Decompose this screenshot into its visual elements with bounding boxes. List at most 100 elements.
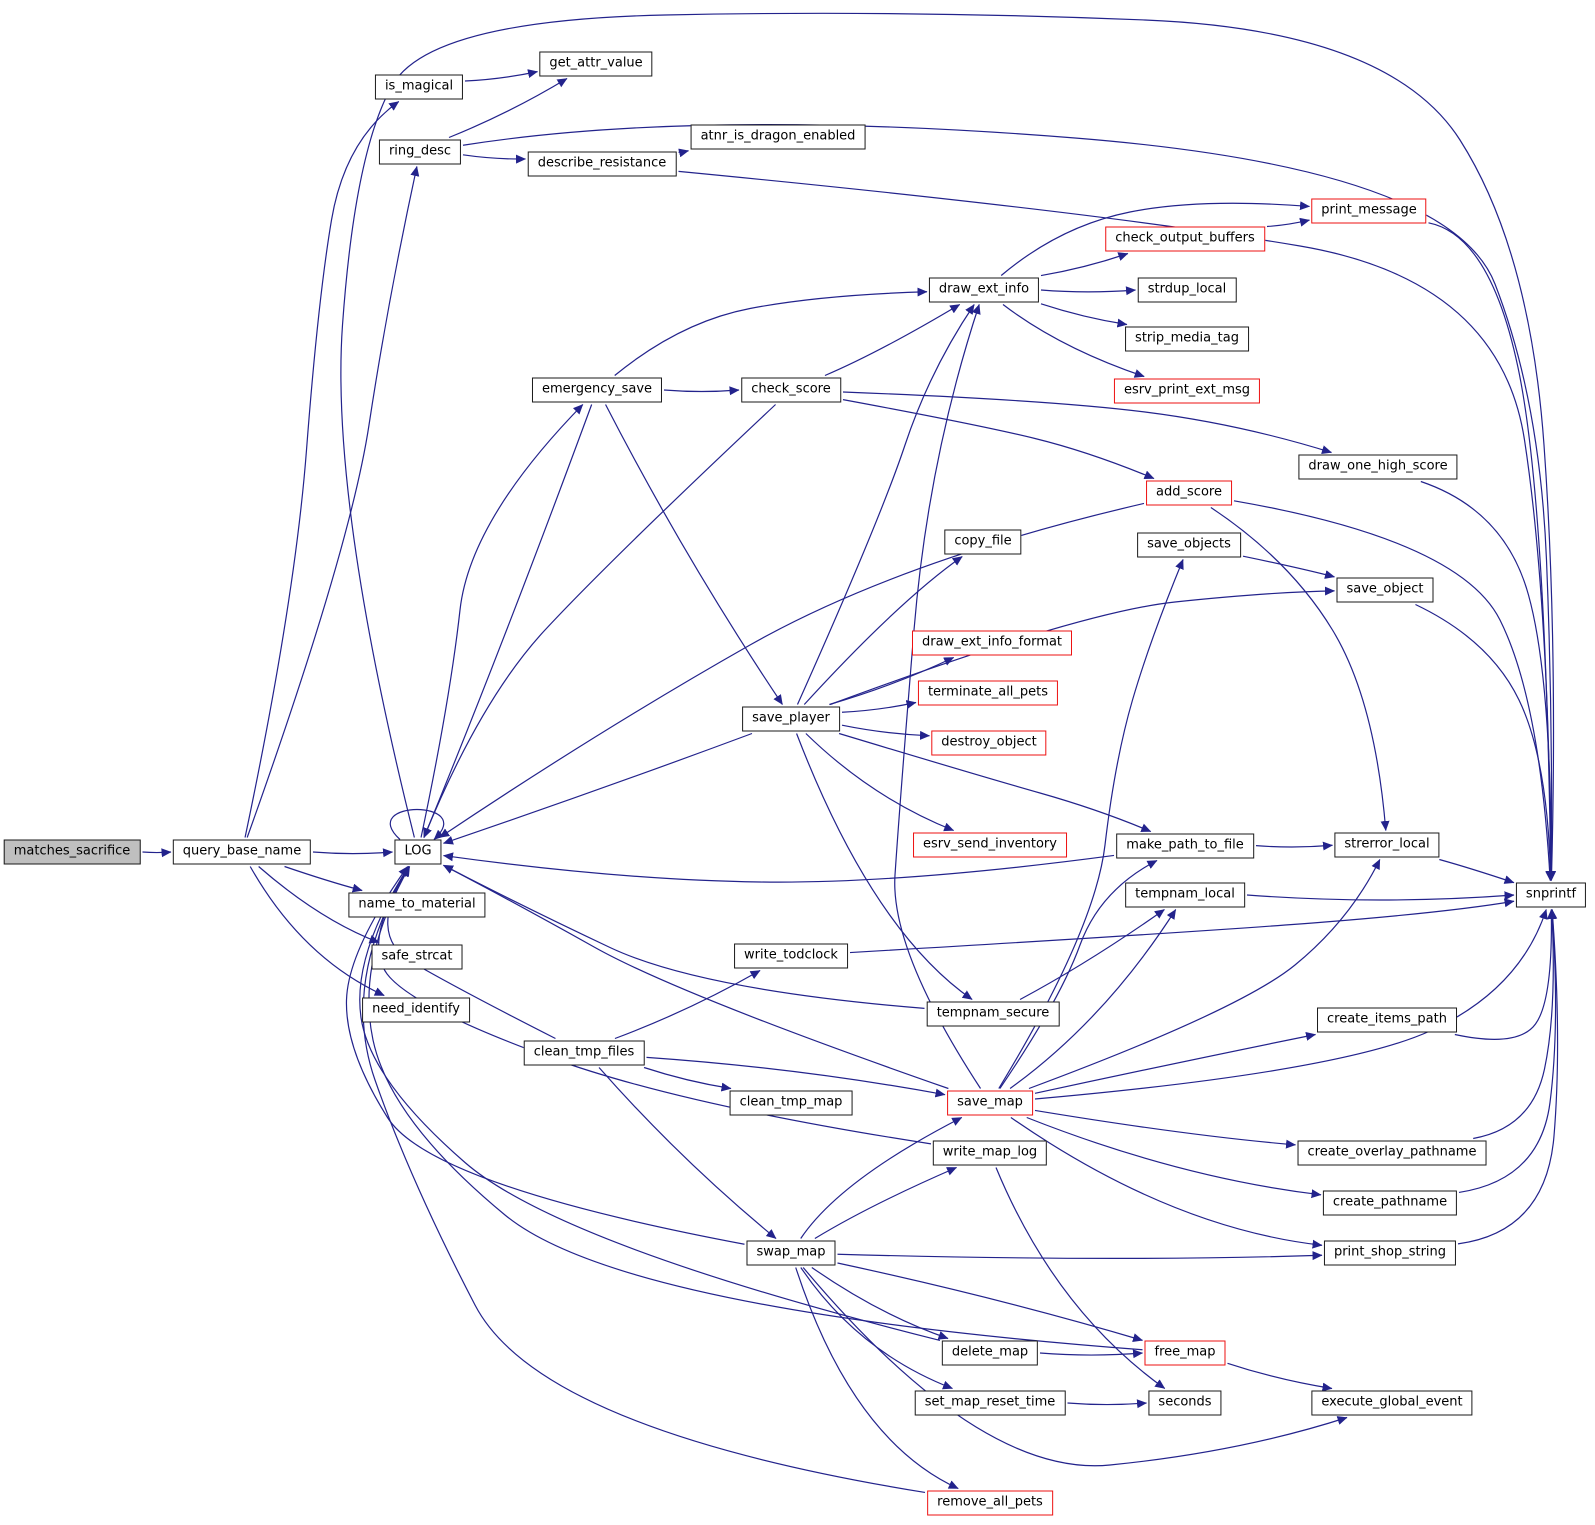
edge-save_map-tempnam_local (1009, 909, 1177, 1089)
node-query_base_name[interactable]: query_base_name (172, 839, 312, 865)
node-esrv_print_ext_msg[interactable]: esrv_print_ext_msg (1113, 378, 1261, 404)
node-terminate_all_pets[interactable]: terminate_all_pets (917, 680, 1059, 706)
node-write_map_log[interactable]: write_map_log (932, 1140, 1048, 1166)
node-safe_strcat[interactable]: safe_strcat (371, 944, 463, 970)
node-destroy_object[interactable]: destroy_object (931, 730, 1047, 756)
edge-set_map_reset_time-seconds (1067, 1399, 1147, 1409)
edge-ring_desc-snprintf (462, 124, 1556, 881)
node-check_output_buffers[interactable]: check_output_buffers (1105, 226, 1265, 252)
edge-query_base_name-need_identify (249, 866, 385, 997)
node-execute_global_event[interactable]: execute_global_event (1311, 1390, 1473, 1416)
edge-describe_resistance-snprintf (678, 170, 1556, 881)
edge-swap_map-execute_global_event (802, 1267, 1348, 1467)
edge-clean_tmp_files-clean_tmp_map (643, 1066, 732, 1092)
edge-save_player-terminate_all_pets (841, 700, 917, 713)
edge-save_map-create_items_path (1034, 1031, 1317, 1094)
node-create_overlay_pathname[interactable]: create_overlay_pathname (1297, 1140, 1487, 1166)
node-save_objects[interactable]: save_objects (1137, 532, 1241, 558)
node-print_shop_string[interactable]: print_shop_string (1323, 1240, 1457, 1266)
node-LOG[interactable]: LOG (394, 839, 442, 865)
node-set_map_reset_time[interactable]: set_map_reset_time (914, 1390, 1066, 1416)
edge-LOG-LOG (389, 808, 445, 840)
node-add_score[interactable]: add_score (1146, 480, 1232, 506)
edge-query_base_name-is_magical (244, 101, 400, 838)
node-atnr_is_dragon_enabled[interactable]: atnr_is_dragon_enabled (690, 124, 866, 150)
node-clean_tmp_files[interactable]: clean_tmp_files (523, 1040, 645, 1066)
node-need_identify[interactable]: need_identify (362, 997, 470, 1023)
edge-save_map-print_shop_string (1010, 1117, 1323, 1249)
edge-clean_tmp_files-save_map (646, 1056, 946, 1098)
node-strip_media_tag[interactable]: strip_media_tag (1125, 326, 1249, 352)
node-describe_resistance[interactable]: describe_resistance (527, 151, 677, 177)
edge-free_map-execute_global_event (1227, 1362, 1333, 1392)
edge-LOG-snprintf (340, 12, 1557, 881)
edge-print_message-snprintf (1428, 222, 1556, 881)
edge-ring_desc-describe_resistance (462, 154, 526, 164)
node-draw_ext_info[interactable]: draw_ext_info (928, 277, 1040, 303)
node-save_map[interactable]: save_map (947, 1090, 1033, 1116)
edge-emergency_save-check_score (663, 386, 740, 396)
node-get_attr_value[interactable]: get_attr_value (539, 51, 653, 77)
edge-draw_ext_info-check_output_buffers (1040, 252, 1129, 277)
edge-describe_resistance-atnr_is_dragon_enabled (678, 148, 689, 158)
node-strdup_local[interactable]: strdup_local (1137, 277, 1237, 303)
edge-save_map-draw_ext_info (894, 304, 982, 1089)
edge-check_score-draw_ext_info (824, 303, 961, 377)
node-emergency_save[interactable]: emergency_save (531, 377, 663, 403)
edge-save_map-create_pathname (1026, 1116, 1322, 1199)
edge-save_player-destroy_object (841, 724, 930, 740)
edge-save_player-make_path_to_file (838, 732, 1152, 833)
node-copy_file[interactable]: copy_file (944, 529, 1022, 555)
node-free_map[interactable]: free_map (1144, 1340, 1226, 1366)
edge-ring_desc-get_attr_value (448, 77, 568, 139)
edge-save_map-create_overlay_pathname (1034, 1109, 1296, 1149)
edge-emergency_save-save_player (605, 404, 783, 705)
edge-clean_tmp_files-write_todclock (614, 969, 761, 1040)
edge-swap_map-save_map (800, 1116, 963, 1239)
node-strerror_local[interactable]: strerror_local (1334, 832, 1440, 858)
edge-save_map-save_objects (998, 559, 1184, 1089)
edge-save_player-LOG (443, 732, 753, 845)
node-swap_map[interactable]: swap_map (746, 1240, 836, 1266)
edge-make_path_to_file-LOG (443, 852, 1115, 883)
edge-save_object-snprintf (1415, 603, 1555, 881)
edge-draw_ext_info-esrv_print_ext_msg (1002, 304, 1145, 378)
edge-save_player-copy_file (803, 556, 963, 705)
edge-check_score-draw_one_high_score (842, 391, 1332, 454)
edge-swap_map-write_map_log (814, 1166, 957, 1240)
node-remove_all_pets[interactable]: remove_all_pets (927, 1490, 1053, 1516)
node-seconds[interactable]: seconds (1148, 1390, 1222, 1416)
node-clean_tmp_map[interactable]: clean_tmp_map (729, 1090, 853, 1116)
node-save_player[interactable]: save_player (742, 706, 840, 732)
edge-save_map-snprintf (1034, 909, 1548, 1100)
node-ring_desc[interactable]: ring_desc (378, 139, 462, 165)
edge-delete_map-LOG (359, 866, 941, 1342)
node-esrv_send_inventory[interactable]: esrv_send_inventory (913, 832, 1067, 858)
node-draw_one_high_score[interactable]: draw_one_high_score (1298, 454, 1458, 480)
edge-free_map-LOG (368, 866, 1143, 1351)
edge-swap_map-delete_map (811, 1267, 949, 1340)
edge-emergency_save-draw_ext_info (614, 287, 928, 376)
edge-print_shop_string-snprintf (1457, 909, 1559, 1245)
node-create_pathname[interactable]: create_pathname (1322, 1190, 1458, 1216)
edge-tempnam_local-snprintf (1246, 891, 1515, 901)
node-save_object[interactable]: save_object (1336, 577, 1434, 603)
edge-save_map-LOG (443, 864, 949, 1090)
node-draw_ext_info_format[interactable]: draw_ext_info_format (911, 630, 1073, 656)
node-delete_map[interactable]: delete_map (941, 1340, 1039, 1366)
node-make_path_to_file[interactable]: make_path_to_file (1116, 833, 1254, 859)
edge-check_output_buffers-print_message (1266, 217, 1310, 228)
node-is_magical[interactable]: is_magical (374, 74, 464, 100)
node-create_items_path[interactable]: create_items_path (1317, 1007, 1457, 1033)
node-snprintf[interactable]: snprintf (1515, 882, 1587, 908)
node-check_score[interactable]: check_score (741, 377, 841, 403)
node-write_todclock[interactable]: write_todclock (734, 943, 848, 969)
node-name_to_material[interactable]: name_to_material (348, 892, 486, 918)
edge-query_base_name-ring_desc (246, 166, 420, 838)
node-print_message[interactable]: print_message (1311, 198, 1427, 224)
edge-tempnam_secure-tempnam_local (1019, 909, 1165, 1001)
node-tempnam_secure[interactable]: tempnam_secure (926, 1001, 1060, 1027)
node-tempnam_local[interactable]: tempnam_local (1125, 882, 1245, 908)
edge-save_map-make_path_to_file (999, 859, 1158, 1089)
